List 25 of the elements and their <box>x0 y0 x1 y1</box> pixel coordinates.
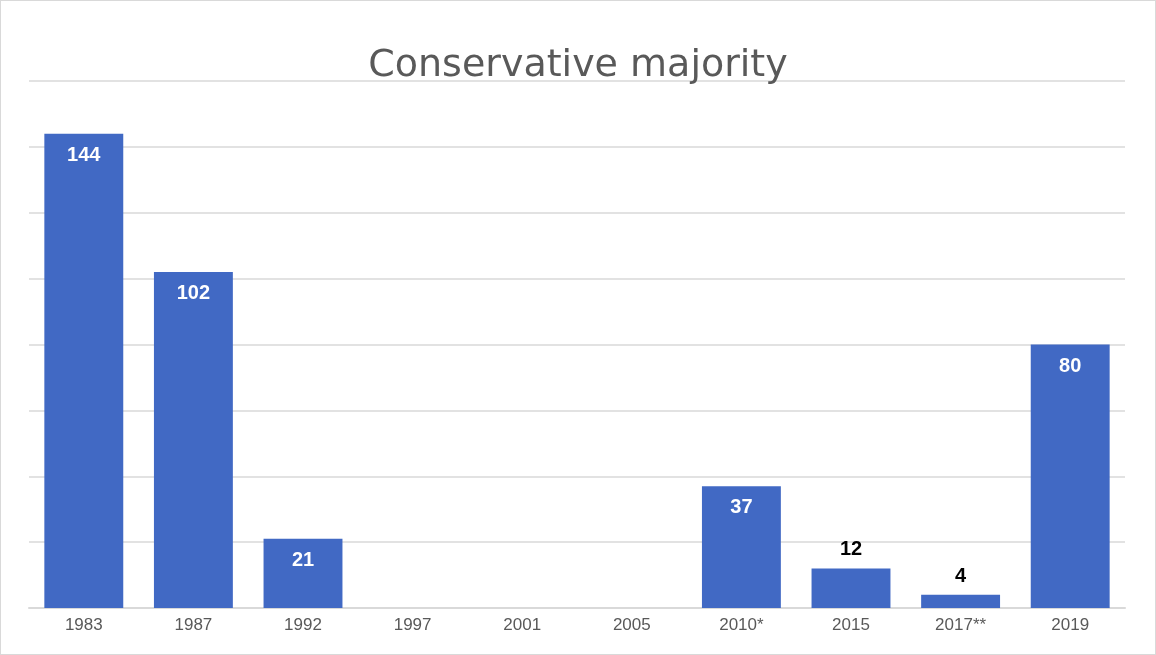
data-label: 21 <box>291 547 315 570</box>
x-tick-label: 1983 <box>64 615 103 634</box>
bar <box>263 538 343 608</box>
data-label: 80 <box>1059 353 1082 376</box>
x-tick-label: 1992 <box>284 615 322 634</box>
bar <box>44 133 124 608</box>
x-tick-label: 2005 <box>612 615 651 634</box>
chart-title: Conservative majority <box>368 41 788 85</box>
data-label: 37 <box>730 495 753 518</box>
bar <box>701 486 781 608</box>
data-label: 102 <box>176 281 211 304</box>
data-label: 4 <box>955 563 968 586</box>
x-tick-label: 2015 <box>832 615 870 634</box>
x-tick-label: 1997 <box>393 615 432 634</box>
x-tick-label: 2001 <box>503 615 542 634</box>
x-tick-label: 1987 <box>174 615 213 634</box>
x-tick-label: 2017** <box>935 615 987 634</box>
data-label: 144 <box>67 142 102 165</box>
bar <box>921 594 1001 608</box>
data-label: 12 <box>839 537 863 560</box>
bar <box>153 272 233 608</box>
bar <box>1030 344 1110 608</box>
bar <box>811 568 891 608</box>
x-tick-label: 2010* <box>719 615 764 634</box>
x-tick-label: 2019 <box>1051 615 1090 634</box>
